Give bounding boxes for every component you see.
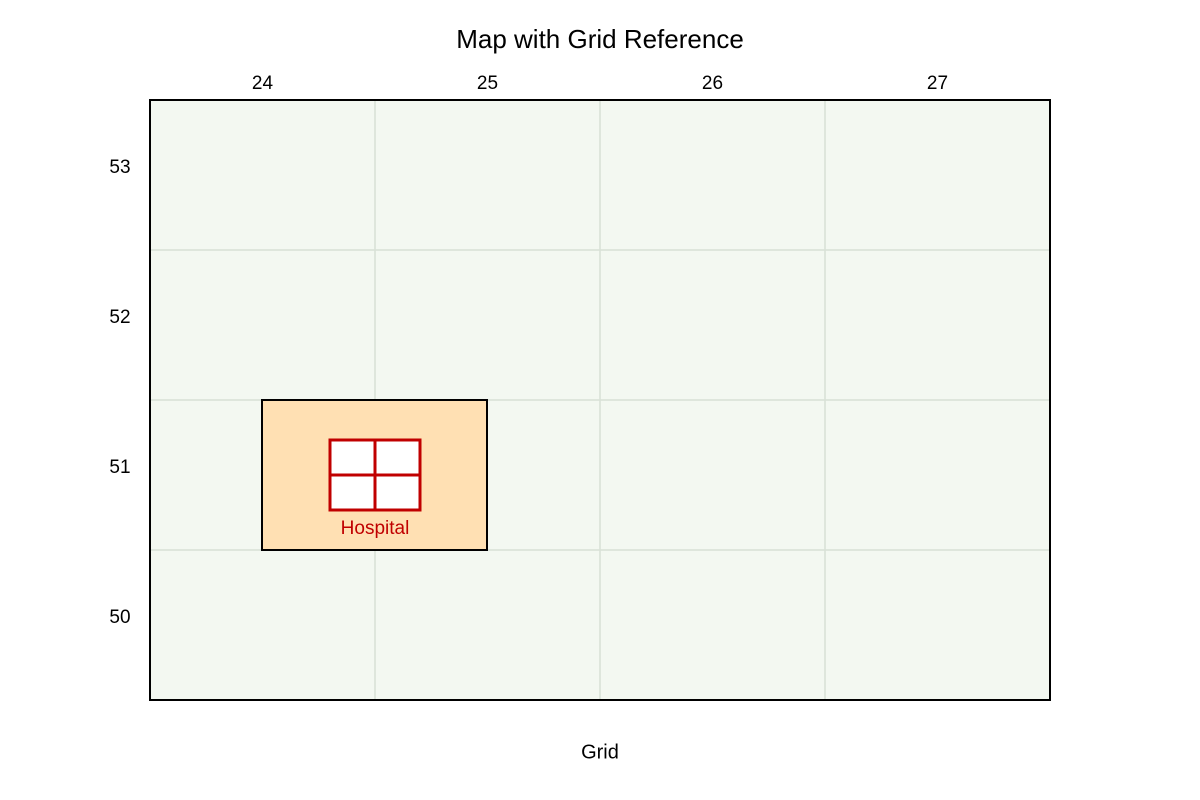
row-label: 53 — [109, 157, 130, 178]
column-label: 26 — [702, 73, 723, 94]
map-border — [149, 99, 1051, 701]
column-label: 27 — [927, 73, 948, 94]
row-label: 52 — [109, 307, 130, 328]
column-label: 24 — [252, 73, 274, 94]
column-label: 25 — [477, 73, 498, 94]
row-label: 51 — [109, 457, 130, 478]
map-title: Map with Grid Reference — [456, 24, 744, 54]
hospital-feature: Hospital — [261, 399, 488, 551]
feature-label: Hospital — [341, 518, 410, 539]
row-label: 50 — [109, 607, 130, 628]
axis-label: Grid — [581, 741, 619, 763]
